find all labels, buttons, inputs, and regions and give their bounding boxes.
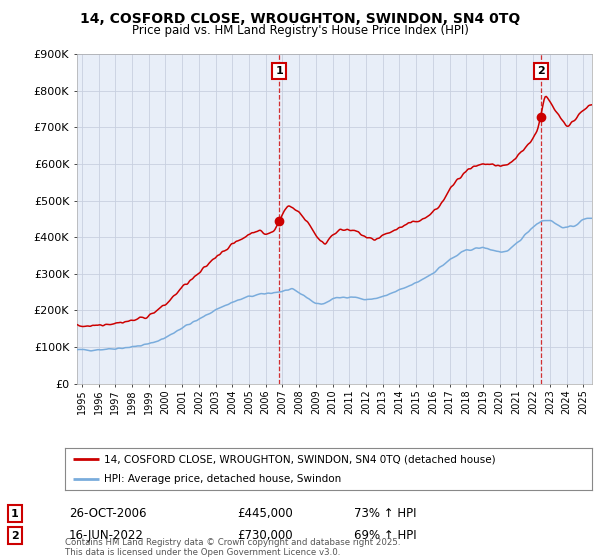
Text: 26-OCT-2006: 26-OCT-2006 (69, 507, 146, 520)
Text: 69% ↑ HPI: 69% ↑ HPI (354, 529, 416, 543)
Text: Contains HM Land Registry data © Crown copyright and database right 2025.
This d: Contains HM Land Registry data © Crown c… (65, 538, 400, 557)
Text: £730,000: £730,000 (237, 529, 293, 543)
Text: £445,000: £445,000 (237, 507, 293, 520)
Text: 16-JUN-2022: 16-JUN-2022 (69, 529, 144, 543)
Text: Price paid vs. HM Land Registry's House Price Index (HPI): Price paid vs. HM Land Registry's House … (131, 24, 469, 36)
Text: 2: 2 (11, 531, 19, 541)
Text: 73% ↑ HPI: 73% ↑ HPI (354, 507, 416, 520)
Text: HPI: Average price, detached house, Swindon: HPI: Average price, detached house, Swin… (104, 474, 341, 484)
Text: 2: 2 (537, 66, 545, 76)
Text: 14, COSFORD CLOSE, WROUGHTON, SWINDON, SN4 0TQ (detached house): 14, COSFORD CLOSE, WROUGHTON, SWINDON, S… (104, 454, 496, 464)
Text: 1: 1 (275, 66, 283, 76)
Text: 1: 1 (11, 508, 19, 519)
Text: 14, COSFORD CLOSE, WROUGHTON, SWINDON, SN4 0TQ: 14, COSFORD CLOSE, WROUGHTON, SWINDON, S… (80, 12, 520, 26)
